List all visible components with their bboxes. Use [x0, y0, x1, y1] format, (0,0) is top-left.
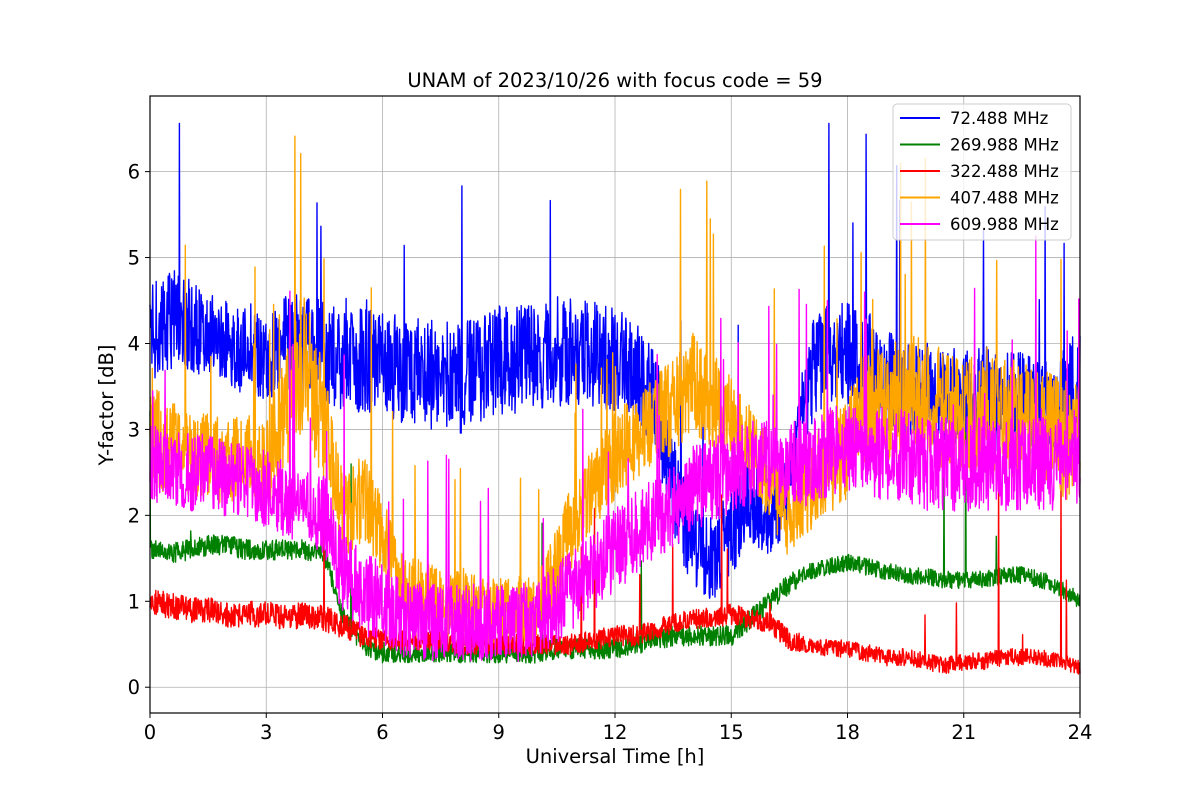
x-tick-label: 24	[1068, 721, 1093, 744]
series-line-2	[149, 465, 1081, 675]
x-tick-label: 3	[260, 721, 272, 744]
legend-label-0: 72.488 MHz	[950, 109, 1048, 128]
x-tick-label: 15	[719, 721, 744, 744]
legend-label-1: 269.988 MHz	[950, 136, 1059, 155]
y-tick-label: 4	[128, 332, 140, 355]
x-tick-label: 21	[951, 721, 976, 744]
y-tick-label: 1	[128, 590, 140, 613]
legend-box	[892, 103, 1072, 241]
y-axis-label: Y-factor [dB]	[95, 345, 118, 467]
legend-label-3: 407.488 MHz	[950, 189, 1059, 208]
x-tick-label: 6	[376, 721, 388, 744]
legend-label-4: 609.988 MHz	[950, 215, 1059, 234]
chart-title: UNAM of 2023/10/26 with focus code = 59	[407, 69, 822, 92]
y-tick-label: 2	[128, 504, 140, 527]
series-line-4	[149, 235, 1081, 662]
x-tick-label: 12	[603, 721, 628, 744]
y-tick-label: 5	[128, 247, 140, 270]
x-tick-label: 0	[144, 721, 156, 744]
y-tick-label: 0	[128, 676, 140, 699]
y-tick-label: 3	[128, 418, 140, 441]
series-line-1	[149, 410, 1081, 664]
y-tick-label: 6	[128, 161, 140, 184]
x-axis-label: Universal Time [h]	[526, 745, 705, 768]
legend-label-2: 322.488 MHz	[950, 162, 1059, 181]
x-tick-label: 9	[493, 721, 505, 744]
x-tick-label: 18	[835, 721, 860, 744]
legend: 72.488 MHz 269.988 MHz 322.488 MHz 407.488 …	[892, 103, 1072, 241]
series-layer	[149, 122, 1081, 675]
